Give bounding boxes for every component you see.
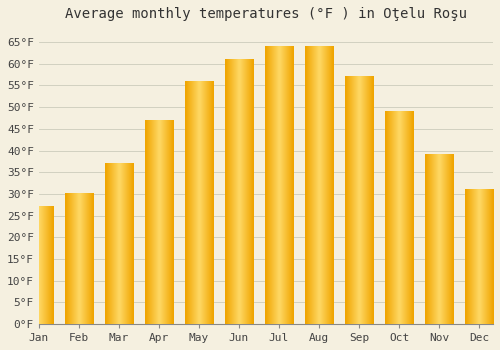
- Title: Average monthly temperatures (°F ) in Oţelu Roşu: Average monthly temperatures (°F ) in Oţ…: [65, 7, 467, 21]
